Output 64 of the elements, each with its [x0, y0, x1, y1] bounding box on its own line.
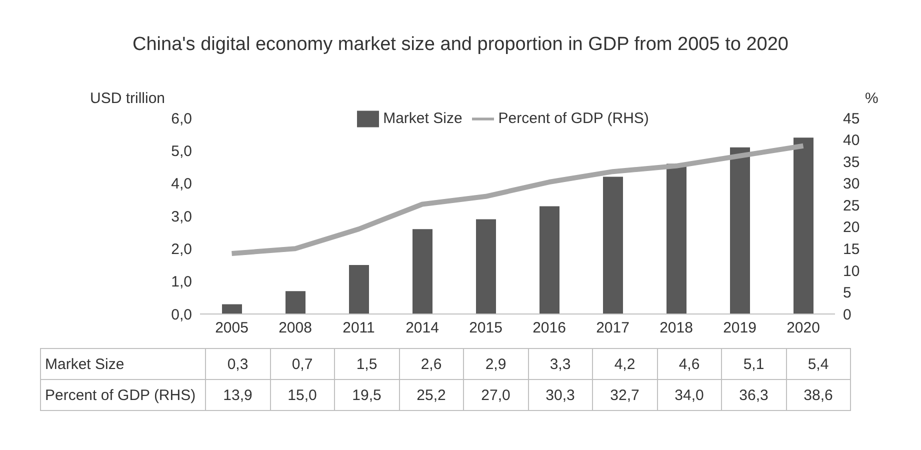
x-tick-label: 2016 [532, 320, 566, 337]
data-label: 34,0 [657, 380, 722, 410]
x-tick-label: 2018 [660, 320, 693, 337]
data-label: 15,0 [270, 380, 334, 410]
data-label: 13,9 [206, 380, 270, 410]
x-tick-label: 2017 [596, 320, 630, 337]
y2-tick-label: 10 [843, 262, 860, 280]
legend-label: Market Size [383, 110, 462, 127]
data-label: 3,3 [528, 348, 592, 380]
y-tick-label: 6,0 [171, 110, 192, 128]
data-label: 1,5 [334, 348, 399, 380]
data-label: 4,6 [657, 348, 722, 380]
bar [603, 176, 623, 314]
data-label: 30,3 [528, 380, 592, 410]
data-label: 0,7 [270, 348, 334, 380]
bar [349, 265, 369, 314]
x-tick-label: 2011 [342, 320, 375, 337]
text: Market Size [45, 356, 124, 372]
bar [286, 291, 306, 314]
data-label: 38,6 [786, 380, 850, 410]
bar [730, 147, 750, 314]
y-tick-label: 0,0 [171, 306, 192, 324]
y-tick-label: 1,0 [171, 274, 192, 291]
y2-tick-label: 15 [843, 240, 860, 258]
y-tick-label: 3,0 [171, 208, 192, 226]
y2-tick-label: 35 [843, 154, 860, 171]
data-label: 36,3 [722, 380, 786, 410]
bar [476, 219, 496, 314]
y2-tick-label: 0 [843, 306, 852, 324]
y-tick-label: 2,0 [171, 240, 192, 258]
bar [794, 138, 814, 314]
y2-tick-label: 45 [843, 110, 860, 128]
data-label: 19,5 [334, 380, 399, 410]
bar [222, 304, 242, 314]
y2-axis-title: % [865, 90, 878, 107]
y2-tick-label: 40 [843, 132, 860, 150]
data-label: 5,4 [786, 348, 850, 380]
x-tick-label: 2019 [723, 320, 756, 337]
chart-title: China's digital economy market size and proportion in GDP from 2005 to 2020 [132, 33, 790, 57]
data-label: 27,0 [464, 380, 528, 410]
x-tick-label: 2005 [215, 320, 248, 337]
data-label: 0,3 [206, 348, 270, 380]
y-tick-label: 4,0 [171, 176, 192, 193]
data-label: 5,1 [722, 348, 786, 380]
y2-tick-label: 20 [843, 219, 860, 236]
x-tick-label: 2015 [469, 320, 502, 337]
data-label: 4,2 [592, 348, 657, 380]
y2-tick-label: 30 [843, 176, 860, 193]
legend-label: Percent of GDP (RHS) [498, 110, 649, 127]
bar [666, 164, 686, 314]
data-label: 2,6 [399, 348, 464, 380]
bar [540, 206, 560, 314]
data-label: 25,2 [399, 380, 464, 410]
x-tick-label: 2008 [278, 320, 312, 337]
data-label: 32,7 [592, 380, 657, 410]
y-axis-title: USD trillion [90, 90, 166, 107]
y2-tick-label: 25 [843, 197, 860, 214]
text: Percent of GDP (RHS) [45, 386, 196, 404]
y2-tick-label: 5 [843, 284, 852, 302]
bar [412, 229, 432, 314]
y-tick-label: 5,0 [171, 142, 192, 160]
data-label: 2,9 [464, 348, 528, 380]
x-tick-label: 2020 [786, 320, 820, 337]
x-tick-label: 2014 [406, 320, 439, 337]
